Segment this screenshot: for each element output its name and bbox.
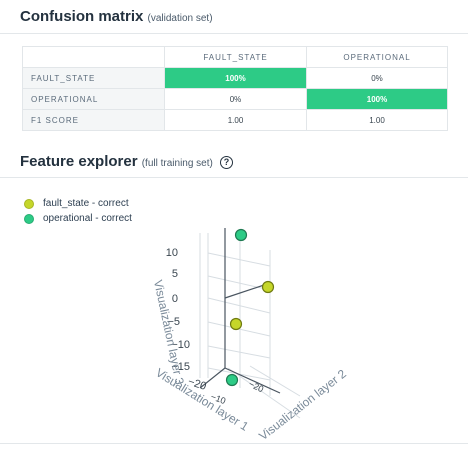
axis-tick-label: −10: [209, 391, 227, 406]
table-header-row: FAULT_STATE OPERATIONAL: [22, 46, 448, 68]
table-header-operational: OPERATIONAL: [306, 46, 448, 68]
z-tick-label: −5: [167, 316, 180, 328]
feature-explorer-subtitle: (full training set): [141, 158, 213, 169]
cell-f1-operational: 1.00: [306, 109, 448, 131]
table-header-fault-state: FAULT_STATE: [164, 46, 307, 68]
row-label-f1-score: F1 SCORE: [22, 109, 165, 131]
row-label-operational: OPERATIONAL: [22, 88, 165, 110]
cell-operational-fault: 0%: [164, 88, 307, 110]
table-row: FAULT_STATE 100% 0%: [22, 67, 448, 89]
cell-fault-operational: 0%: [306, 67, 448, 89]
axis-title-layer-1: Visualization layer 1: [153, 365, 251, 433]
data-point-operational[interactable]: [225, 373, 239, 387]
z-tick-label: −15: [171, 361, 190, 373]
row-label-fault-state: FAULT_STATE: [22, 67, 165, 89]
confusion-matrix-subtitle: (validation set): [147, 13, 213, 24]
legend-dot-icon: [24, 213, 34, 224]
z-tick-label: −10: [171, 339, 190, 351]
divider: [0, 177, 468, 178]
legend-item-operational[interactable]: operational - correct: [24, 211, 132, 226]
data-point-fault-state[interactable]: [229, 317, 243, 331]
cell-f1-fault: 1.00: [164, 109, 307, 131]
confusion-matrix-title: Confusion matrix (validation set): [20, 8, 213, 25]
cell-fault-fault: 100%: [164, 67, 307, 89]
z-tick-label: 0: [172, 293, 178, 305]
data-point-operational[interactable]: [234, 228, 248, 242]
data-point-fault-state[interactable]: [261, 280, 275, 294]
legend-item-fault-state[interactable]: fault_state - correct: [24, 196, 132, 211]
plot-grid: [199, 233, 301, 419]
feature-explorer-title: Feature explorer (full training set) ?: [20, 153, 234, 170]
cell-operational-operational: 100%: [306, 88, 448, 110]
z-tick-label: 10: [166, 247, 178, 259]
feature-3d-plot[interactable]: 10 5 0 −5 −10 −15 −20 −10 −20 Visualizat…: [130, 228, 410, 443]
confusion-matrix-table: FAULT_STATE OPERATIONAL FAULT_STATE 100%…: [22, 46, 448, 131]
z-tick-label: −20: [186, 376, 207, 393]
divider: [0, 443, 468, 444]
plot-legend: fault_state - correct operational - corr…: [24, 196, 132, 226]
table-header-empty: [22, 46, 165, 68]
table-row: OPERATIONAL 0% 100%: [22, 88, 448, 110]
help-icon[interactable]: ?: [220, 156, 234, 169]
legend-dot-icon: [24, 198, 34, 209]
z-tick-label: 5: [172, 268, 178, 280]
divider: [0, 33, 468, 34]
table-row: F1 SCORE 1.00 1.00: [22, 109, 448, 131]
